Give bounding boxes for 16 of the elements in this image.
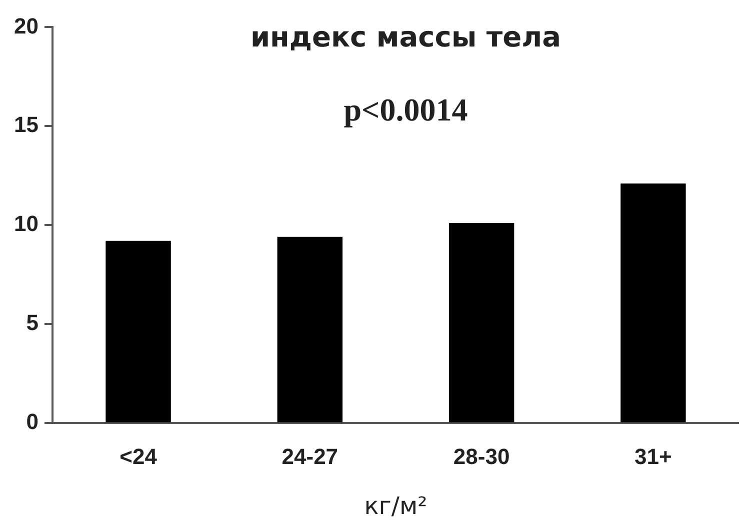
x-tick-label: 31+ xyxy=(634,444,672,470)
y-tick-label: 0 xyxy=(26,408,38,434)
bar xyxy=(277,236,343,422)
y-tick-label: 10 xyxy=(14,211,38,236)
x-tick-label: 28-30 xyxy=(453,444,510,470)
x-tick-label: <24 xyxy=(120,444,158,470)
bar xyxy=(620,183,686,422)
chart-title: индекс массы тела xyxy=(250,20,562,54)
x-tick-label: 24-27 xyxy=(282,444,338,470)
bar xyxy=(106,240,171,422)
bar xyxy=(448,223,514,422)
y-tick-label: 15 xyxy=(14,112,38,138)
y-tick-label: 20 xyxy=(14,13,38,38)
annotation: p<0.0014 xyxy=(344,91,468,128)
x-axis-title: кг/м² xyxy=(364,492,428,520)
y-tick-label: 5 xyxy=(26,310,38,335)
